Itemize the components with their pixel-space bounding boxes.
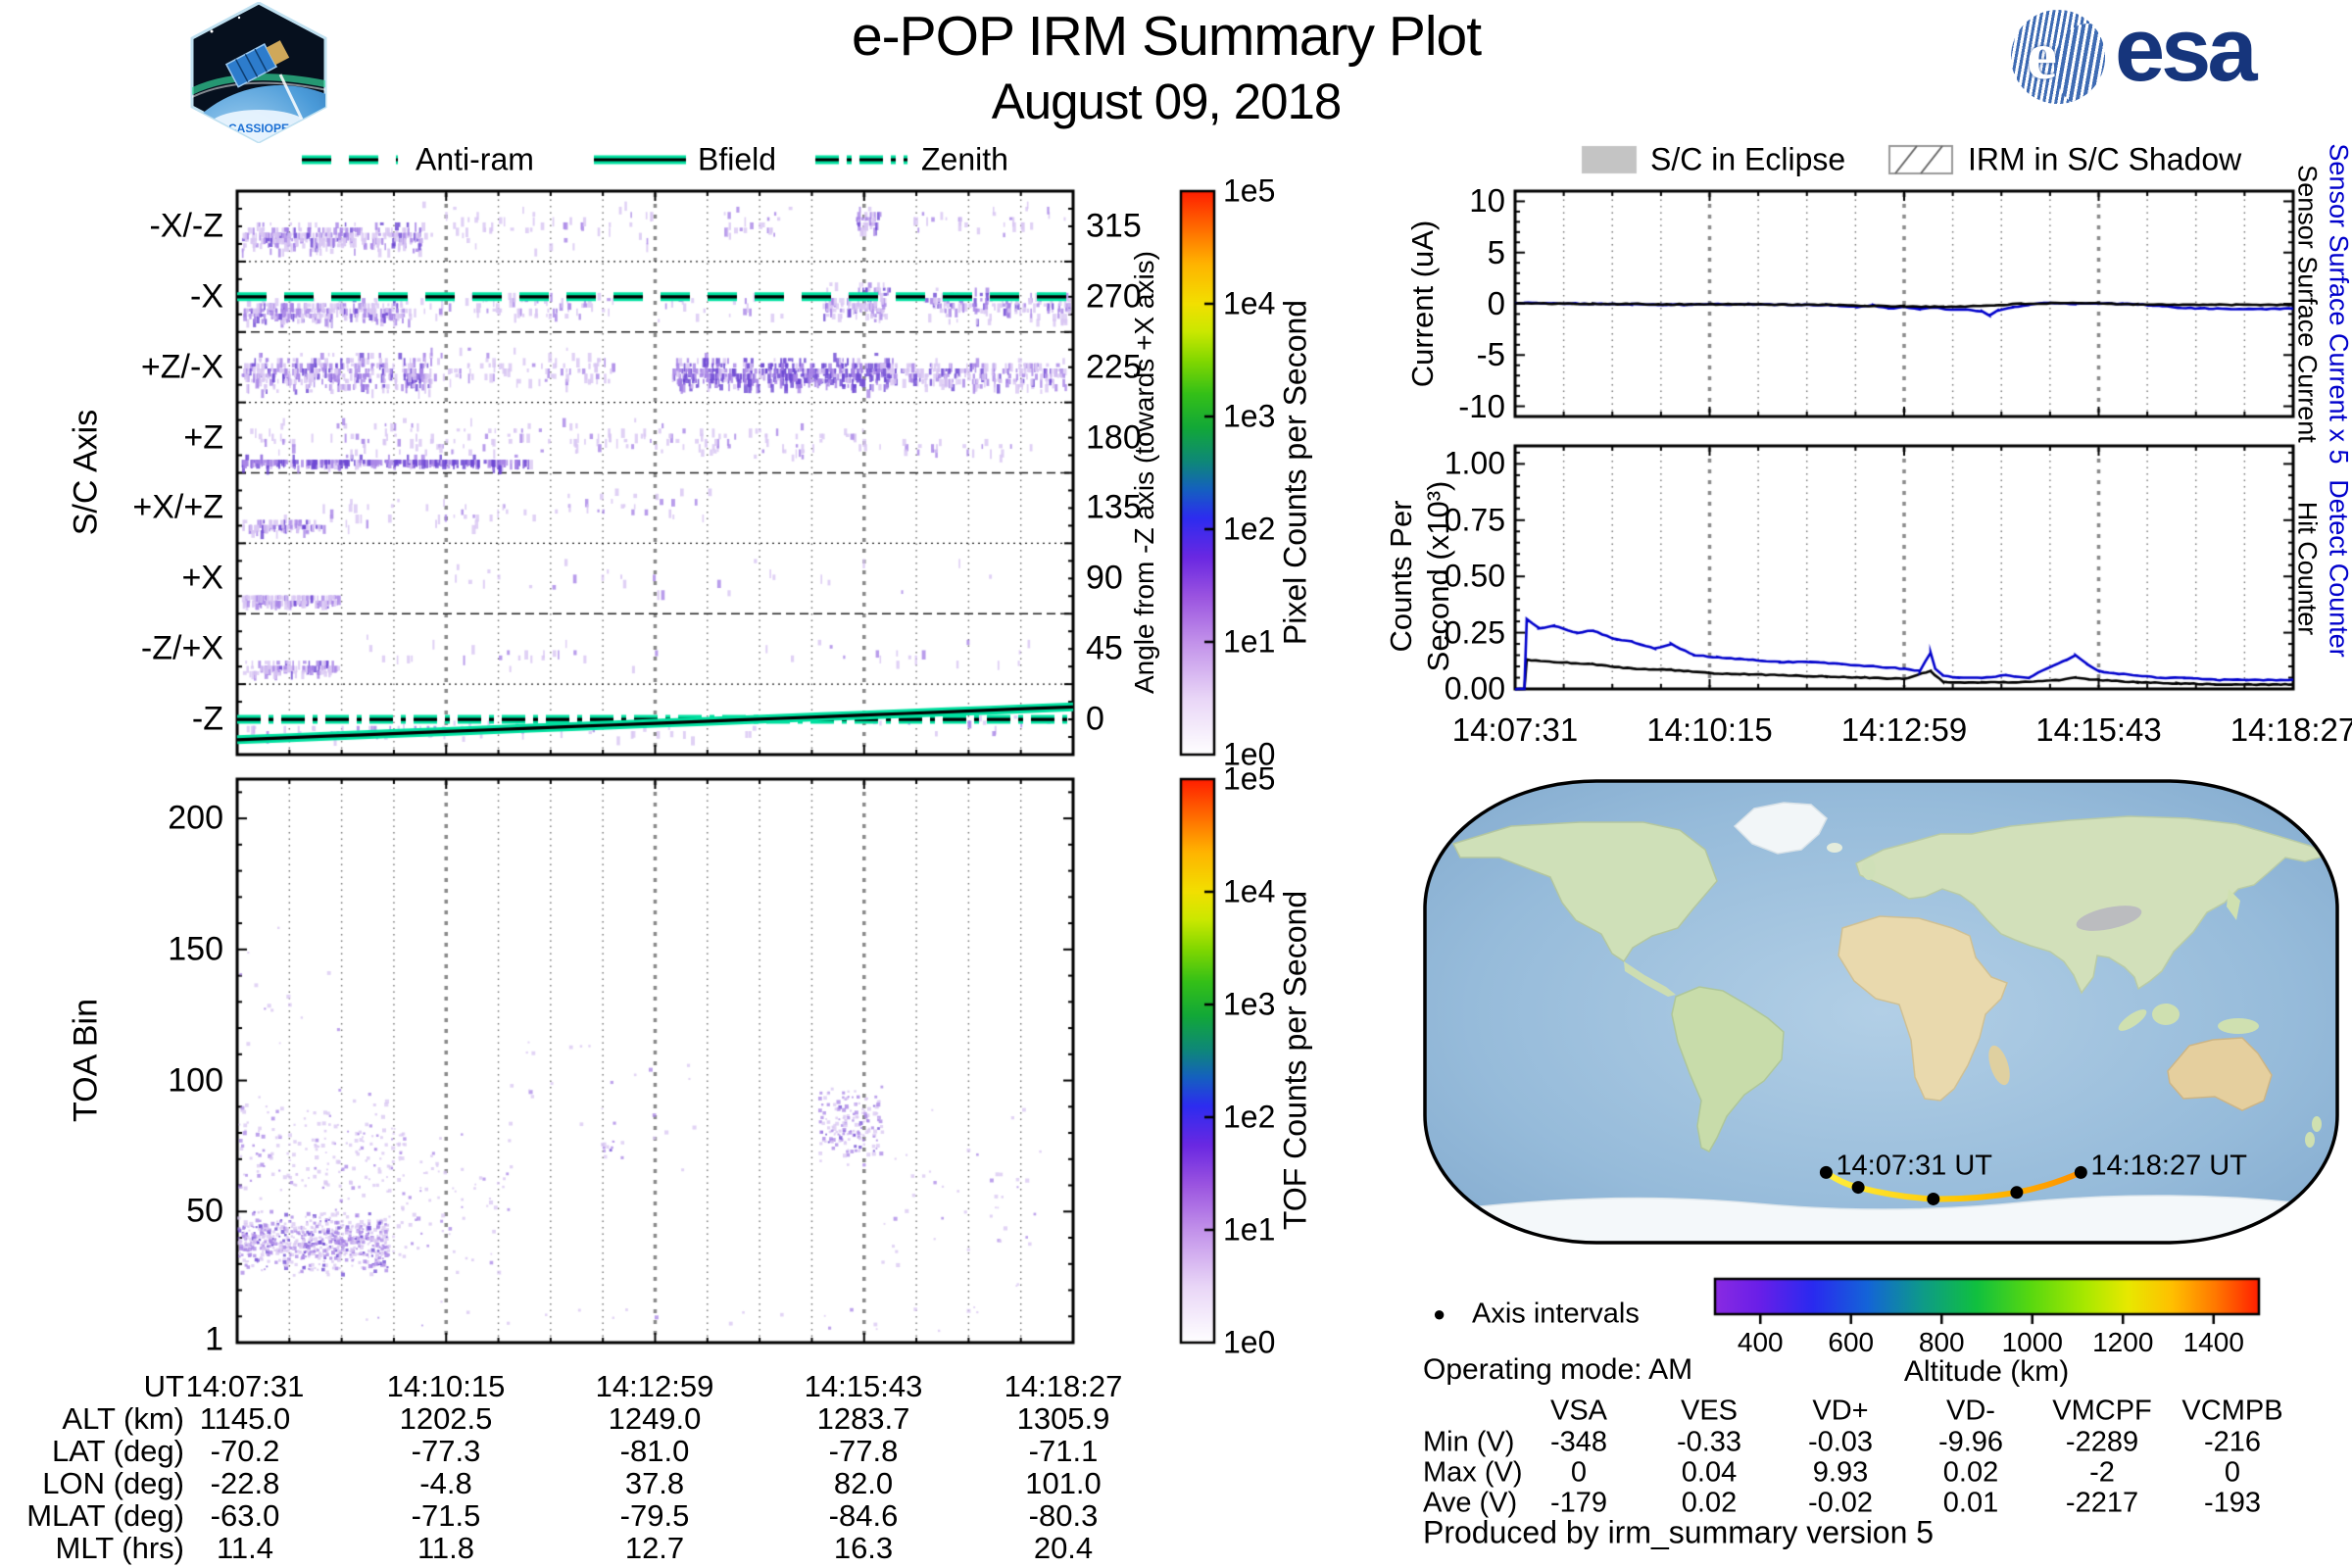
continent-antarctica — [1461, 1195, 2306, 1243]
island-sumatra — [2118, 1009, 2147, 1031]
continent-australia — [2167, 1037, 2273, 1111]
island-japan — [2227, 889, 2240, 920]
world-map: 14:07:31 UT 14:18:27 UT — [1423, 779, 2339, 1245]
continent-eurasia — [1855, 815, 2328, 995]
patch-label: CASSIOPE — [228, 122, 289, 135]
continent-africa — [1838, 915, 2008, 1102]
continent-north-america — [1451, 821, 1718, 963]
himalaya-region — [2076, 906, 2142, 931]
track-end-time: 14:18:27 UT — [2090, 1150, 2247, 1181]
axis-interval-dot — [2074, 1165, 2087, 1179]
map-border — [1423, 779, 2339, 1245]
island-greenland — [1733, 802, 1828, 855]
track-start-time: 14:07:31 UT — [1836, 1150, 1992, 1181]
continent-south-america — [1671, 986, 1785, 1152]
axis-interval-dot — [1819, 1165, 1833, 1179]
title-block: e-POP IRM Summary Plot August 09, 2018 — [676, 4, 1656, 130]
esa-e-glyph: e — [2027, 19, 2058, 94]
page-date: August 09, 2018 — [991, 74, 1342, 129]
orbit-track — [1819, 1165, 2087, 1205]
island-madagascar — [1988, 1045, 2010, 1086]
cassiope-mission-patch: CASSIOPE — [190, 2, 327, 143]
island-uk — [1862, 858, 1876, 880]
esa-globe-icon: e — [2011, 10, 2105, 104]
island-new-guinea — [2218, 1018, 2259, 1034]
esa-logo: e esa — [2011, 0, 2257, 104]
axis-interval-dot — [1851, 1181, 1865, 1195]
island-nz-south — [2305, 1132, 2315, 1148]
island-nz-north — [2312, 1116, 2322, 1132]
axis-interval-dot — [2010, 1186, 2024, 1200]
esa-wordmark: esa — [2115, 0, 2257, 100]
island-borneo — [2152, 1004, 2180, 1025]
patch-satellite — [224, 40, 290, 88]
island-iceland — [1827, 843, 1842, 853]
page-title: e-POP IRM Summary Plot — [851, 5, 1482, 68]
axis-interval-dot — [1927, 1192, 1940, 1205]
continent-central-america — [1624, 961, 1676, 997]
